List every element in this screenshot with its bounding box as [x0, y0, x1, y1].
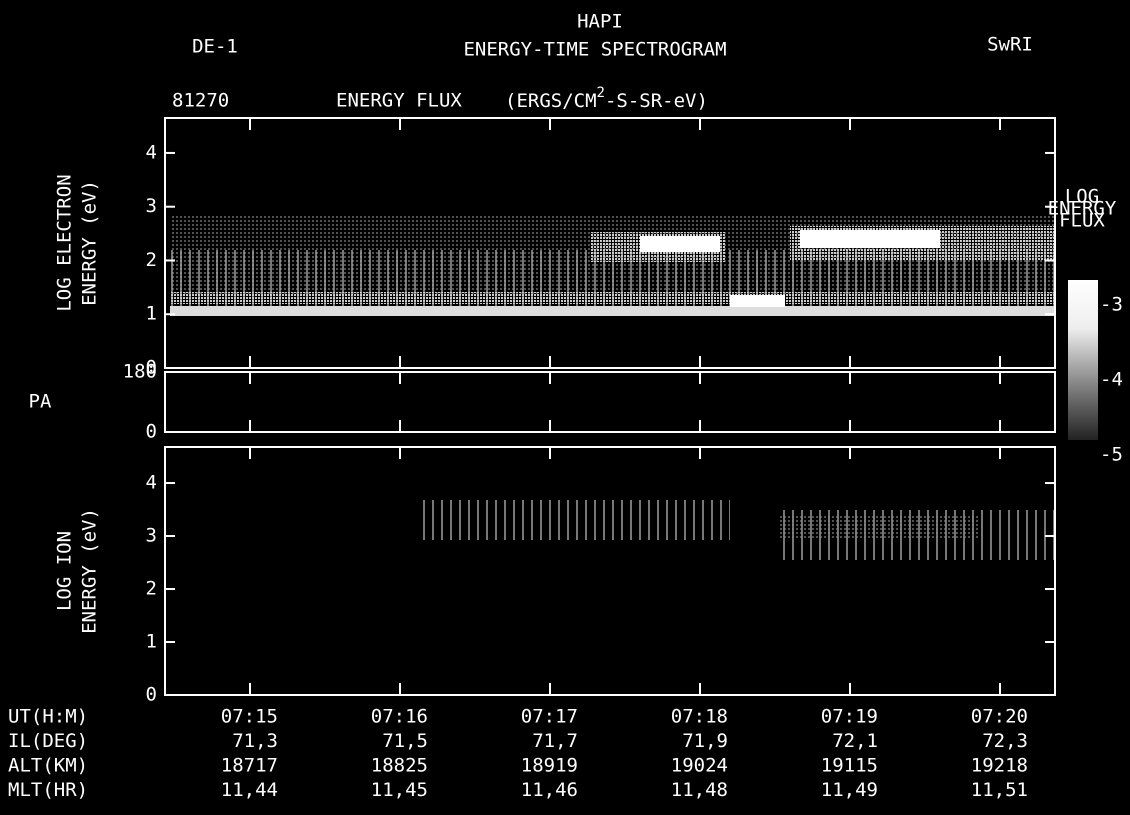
- row-value: 19115: [821, 755, 878, 777]
- row-value: 71,7: [532, 730, 578, 752]
- title: HAPI: [577, 11, 623, 33]
- institution: SwRI: [987, 34, 1033, 56]
- axis-label: ENERGY (eV): [79, 508, 101, 634]
- y-tick-label: 2: [146, 578, 157, 600]
- row-value: 11,44: [221, 779, 278, 801]
- y-tick-label: 2: [146, 249, 157, 271]
- row-value: 72,3: [982, 730, 1028, 752]
- row-label: UT(H:M): [8, 706, 88, 728]
- colorbar-tick-label: -5: [1100, 444, 1123, 466]
- row-value: 07:19: [821, 706, 878, 728]
- y-tick-label: 4: [146, 141, 157, 163]
- row-value: 18825: [371, 755, 428, 777]
- row-value: 07:16: [371, 706, 428, 728]
- y-tick-label: 3: [146, 195, 157, 217]
- row-value: 71,9: [682, 730, 728, 752]
- row-value: 71,3: [232, 730, 278, 752]
- row-value: 19218: [971, 755, 1028, 777]
- y-tick-label: 0: [146, 684, 157, 706]
- colorbar-label: ENERGY: [1048, 198, 1117, 220]
- units-pre: (ERGS/CM: [505, 90, 597, 112]
- row-value: 07:18: [671, 706, 728, 728]
- panel-frame: [164, 371, 1056, 433]
- units-sup: 2: [597, 85, 605, 101]
- row-label: ALT(KM): [8, 755, 88, 777]
- row-label: MLT(HR): [8, 779, 88, 801]
- quantity: ENERGY FLUX: [336, 90, 462, 112]
- y-tick-label: 1: [146, 303, 157, 325]
- row-value: 18919: [521, 755, 578, 777]
- colorbar-tick-label: -4: [1100, 368, 1123, 390]
- row-label: IL(DEG): [8, 730, 88, 752]
- date: 81270: [172, 90, 229, 112]
- row-value: 07:15: [221, 706, 278, 728]
- row-value: 11,51: [971, 779, 1028, 801]
- row-value: 11,48: [671, 779, 728, 801]
- panel-frame: [164, 117, 1056, 369]
- y-tick-label: 0: [146, 421, 157, 443]
- colorbar-label: FLUX: [1059, 210, 1105, 232]
- row-value: 19024: [671, 755, 728, 777]
- row-value: 71,5: [382, 730, 428, 752]
- colorbar-label: LOG: [1065, 186, 1099, 208]
- subtitle: ENERGY-TIME SPECTROGRAM: [463, 39, 726, 61]
- spectrogram-texture: [170, 215, 1055, 560]
- row-value: 72,1: [832, 730, 878, 752]
- units-post: -S-SR-eV): [605, 90, 708, 112]
- axis-label: ENERGY (eV): [79, 180, 101, 306]
- y-tick-label: 0: [146, 357, 157, 379]
- row-value: 18717: [221, 755, 278, 777]
- y-tick-label: 4: [146, 472, 157, 494]
- axis-label: PA: [29, 391, 52, 413]
- y-tick-label: 180: [123, 361, 157, 383]
- units: (ERGS/CM2-S-SR-eV): [505, 85, 708, 112]
- colorbar: [1068, 280, 1098, 440]
- spacecraft: DE-1: [192, 36, 238, 58]
- axis-label: LOG ION: [54, 531, 76, 611]
- y-tick-label: 3: [146, 525, 157, 547]
- axis-label: LOG ELECTRON: [54, 174, 76, 311]
- row-value: 11,45: [371, 779, 428, 801]
- colorbar-tick-label: -3: [1100, 293, 1123, 315]
- row-value: 07:20: [971, 706, 1028, 728]
- row-value: 11,46: [521, 779, 578, 801]
- y-tick-label: 1: [146, 631, 157, 653]
- panel-frame: [164, 446, 1056, 696]
- row-value: 07:17: [521, 706, 578, 728]
- row-value: 11,49: [821, 779, 878, 801]
